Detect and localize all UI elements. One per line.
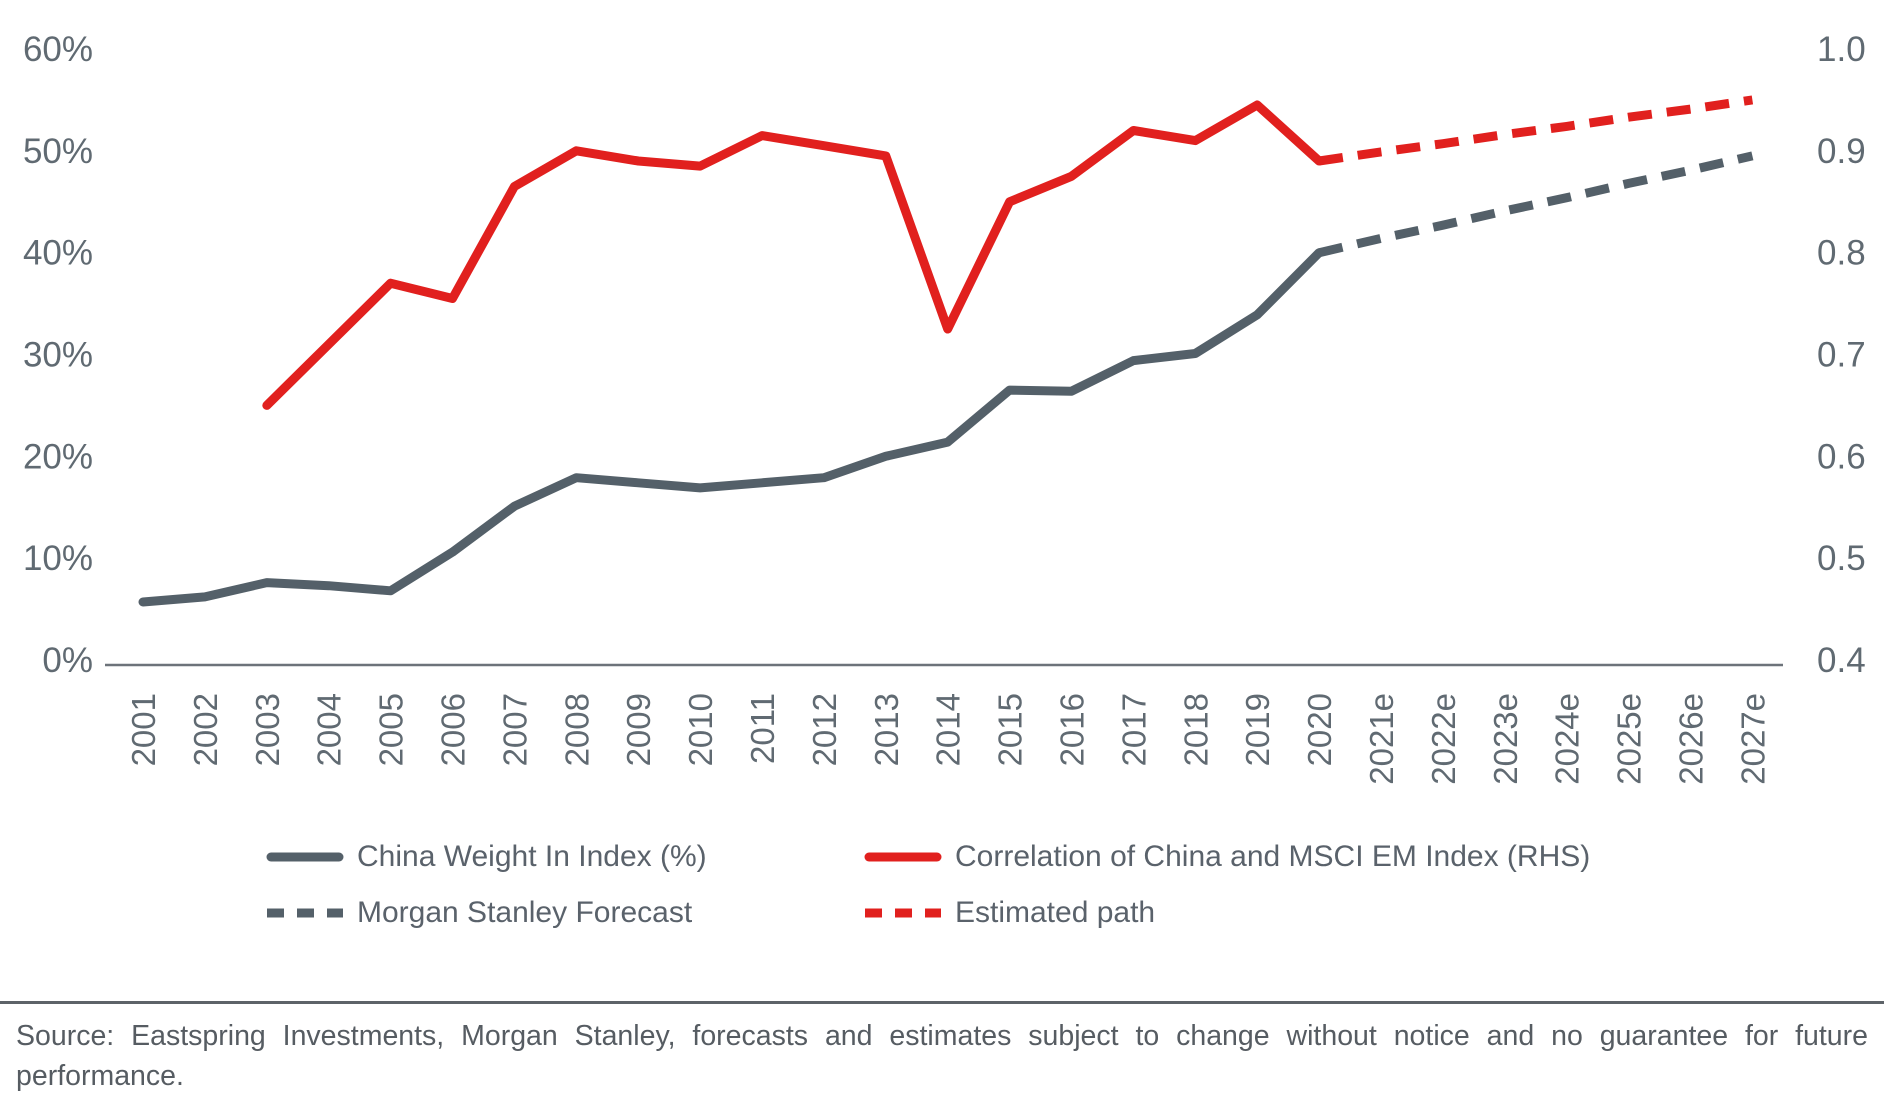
legend-item-china-weight: China Weight In Index (%)	[265, 840, 707, 874]
y-left-tick-label: 0%	[42, 641, 93, 680]
x-tick-label: 2012	[806, 693, 843, 766]
x-tick-label: 2015	[992, 693, 1029, 766]
y-right-tick-label: 0.7	[1817, 336, 1866, 375]
legend-item-correlation: Correlation of China and MSCI EM Index (…	[863, 840, 1590, 874]
y-left-tick-label: 50%	[23, 132, 93, 171]
y-right-tick-label: 1.0	[1817, 30, 1866, 69]
y-right-tick-label: 0.4	[1817, 641, 1866, 680]
x-tick-label: 2026e	[1673, 693, 1710, 785]
x-tick-label: 2022e	[1425, 693, 1462, 785]
dashed-line-swatch-red	[865, 908, 941, 918]
x-tick-label: 2019	[1239, 693, 1276, 766]
x-tick-label: 2001	[125, 693, 162, 766]
x-tick-label: 2016	[1054, 693, 1091, 766]
source-footnote: Source: Eastspring Investments, Morgan S…	[0, 1001, 1884, 1097]
legend-label: Estimated path	[955, 896, 1156, 929]
y-left-tick-label: 40%	[23, 234, 93, 273]
x-tick-label: 2020	[1301, 693, 1338, 766]
line-chart-canvas: 0% 10% 20% 30% 40% 50% 60% 0.4 0.5 0.6 0.7 0.8 0.9 1.…	[23, 30, 1866, 785]
x-tick-label: 2010	[682, 693, 719, 766]
x-tick-label: 2021e	[1363, 693, 1400, 785]
legend-label: Morgan Stanley Forecast	[357, 896, 693, 929]
x-tick-label: 2009	[620, 693, 657, 766]
series-line-3	[1318, 95, 1754, 166]
series-line-1	[1318, 151, 1754, 258]
solid-line-swatch-gray	[266, 852, 344, 862]
x-tick-label: 2004	[311, 693, 348, 766]
legend-label: Correlation of China and MSCI EM Index (…	[955, 840, 1591, 873]
y-left-tick-label: 10%	[23, 539, 93, 578]
solid-line-swatch-red	[864, 852, 942, 862]
x-tick-label: 2027e	[1734, 693, 1771, 785]
x-tick-label: 2007	[496, 693, 533, 766]
china-weight-correlation-chart: 0% 10% 20% 30% 40% 50% 60% 0.4 0.5 0.6 0.7 0.8 0.9 1.…	[23, 30, 1866, 785]
y-left-tick-label: 30%	[23, 336, 93, 375]
x-tick-label: 2003	[249, 693, 286, 766]
x-tick-label: 2025e	[1611, 693, 1648, 785]
x-tick-label: 2011	[744, 693, 781, 764]
legend-item-estimated-path: Estimated path	[863, 896, 1155, 930]
legend-label: China Weight In Index (%)	[357, 840, 707, 873]
y-left-tick-label: 20%	[23, 437, 93, 476]
y-right-tick-label: 0.9	[1817, 132, 1866, 171]
x-tick-label: 2008	[558, 693, 595, 766]
series-line-0	[138, 248, 1324, 607]
source-text: Source: Eastspring Investments, Morgan S…	[16, 1020, 1868, 1093]
y-right-tick-label: 0.6	[1817, 437, 1866, 476]
x-tick-label: 2005	[373, 693, 410, 766]
x-tick-label: 2014	[930, 693, 967, 766]
x-tick-label: 2013	[868, 693, 905, 766]
x-tick-label: 2023e	[1487, 693, 1524, 785]
y-right-tick-label: 0.8	[1817, 234, 1866, 273]
y-left-tick-label: 60%	[23, 30, 93, 69]
x-tick-label: 2002	[187, 693, 224, 766]
y-right-tick-label: 0.5	[1817, 539, 1866, 578]
legend-item-ms-forecast: Morgan Stanley Forecast	[265, 896, 692, 930]
x-tick-label: 2024e	[1549, 693, 1586, 785]
x-tick-label: 2017	[1115, 693, 1152, 766]
dashed-line-swatch-gray	[267, 908, 343, 918]
x-tick-label: 2006	[435, 693, 472, 766]
x-tick-label: 2018	[1177, 693, 1214, 766]
series-line-2	[262, 100, 1324, 410]
